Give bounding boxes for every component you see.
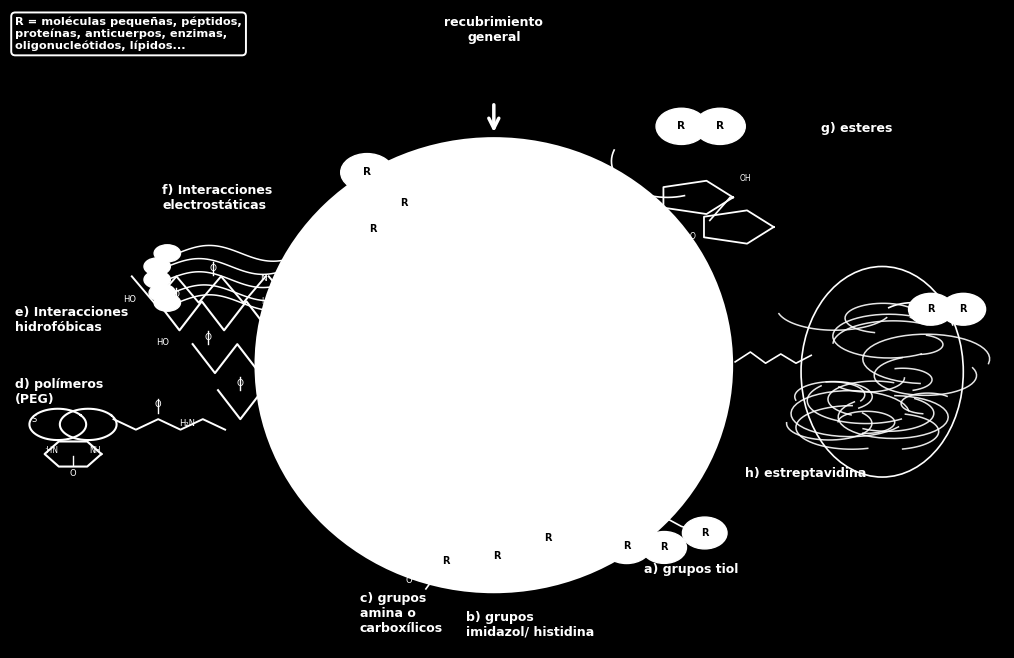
Text: O: O [210,264,216,273]
Ellipse shape [355,266,379,287]
Ellipse shape [909,293,953,325]
Ellipse shape [941,293,986,325]
Text: R: R [363,167,371,178]
Text: O: O [205,333,211,342]
Text: recubrimiento
general: recubrimiento general [444,16,544,45]
Text: c) grupos
amina o
carboxílicos: c) grupos amina o carboxílicos [360,592,443,635]
Text: HO: HO [124,295,136,304]
Ellipse shape [525,522,570,554]
Text: NH: NH [89,446,101,455]
Text: H₂N: H₂N [179,418,196,428]
Ellipse shape [695,108,745,145]
Circle shape [149,284,175,301]
Text: a) grupos tiol: a) grupos tiol [644,563,738,576]
Text: O: O [155,400,161,409]
Ellipse shape [341,153,393,191]
Text: R: R [623,541,631,551]
Text: HO: HO [156,338,168,347]
Text: e) Interacciones
hidrofóbicas: e) Interacciones hidrofóbicas [15,306,129,334]
Text: b) grupos
imidazol/ histidina: b) grupos imidazol/ histidina [466,611,594,639]
Text: H₂N: H₂N [434,565,452,574]
Text: (O: (O [319,309,330,318]
Text: (O: (O [380,397,390,407]
Text: R: R [716,121,724,132]
Text: f) Interacciones
electrostáticas: f) Interacciones electrostáticas [162,184,273,213]
Ellipse shape [351,243,376,264]
Text: h) estreptavidina: h) estreptavidina [745,467,867,480]
Text: R: R [677,121,685,132]
Text: (O: (O [350,351,360,361]
Text: O: O [173,290,179,299]
Text: )ₙ: )ₙ [386,351,394,361]
Ellipse shape [256,138,732,592]
Text: :HN: :HN [44,446,58,455]
Text: )ₙ: )ₙ [417,397,425,407]
Text: R: R [959,304,967,315]
Text: R: R [927,304,935,315]
Text: H: H [261,297,267,306]
Text: R: R [369,224,377,234]
Text: O: O [690,232,696,241]
Text: O: O [70,469,76,478]
Text: R: R [660,542,668,553]
Circle shape [144,258,170,275]
Ellipse shape [656,108,707,145]
Ellipse shape [682,517,727,549]
Circle shape [144,271,170,288]
Text: R: R [442,555,450,566]
Text: S: S [31,415,38,424]
Text: N: N [261,274,267,284]
Text: g) esteres: g) esteres [821,122,892,135]
Ellipse shape [364,256,389,277]
Ellipse shape [424,545,468,576]
Ellipse shape [602,529,651,563]
Circle shape [154,245,180,262]
Text: R: R [400,197,408,208]
Ellipse shape [642,532,686,563]
Text: O: O [237,379,243,388]
Text: O⁻: O⁻ [406,576,416,585]
Text: R: R [544,533,552,544]
Text: R: R [701,528,709,538]
Ellipse shape [475,540,519,572]
Text: )ₙ: )ₙ [356,309,364,318]
Text: d) polímeros
(PEG): d) polímeros (PEG) [15,378,103,407]
Ellipse shape [353,215,393,243]
Text: R: R [493,551,501,561]
Text: OH: OH [739,174,751,184]
Circle shape [154,294,180,311]
Text: R = moléculas pequeñas, péptidos,
proteínas, anticuerpos, enzimas,
oligonucleóti: R = moléculas pequeñas, péptidos, proteí… [15,16,242,51]
Ellipse shape [381,187,426,218]
